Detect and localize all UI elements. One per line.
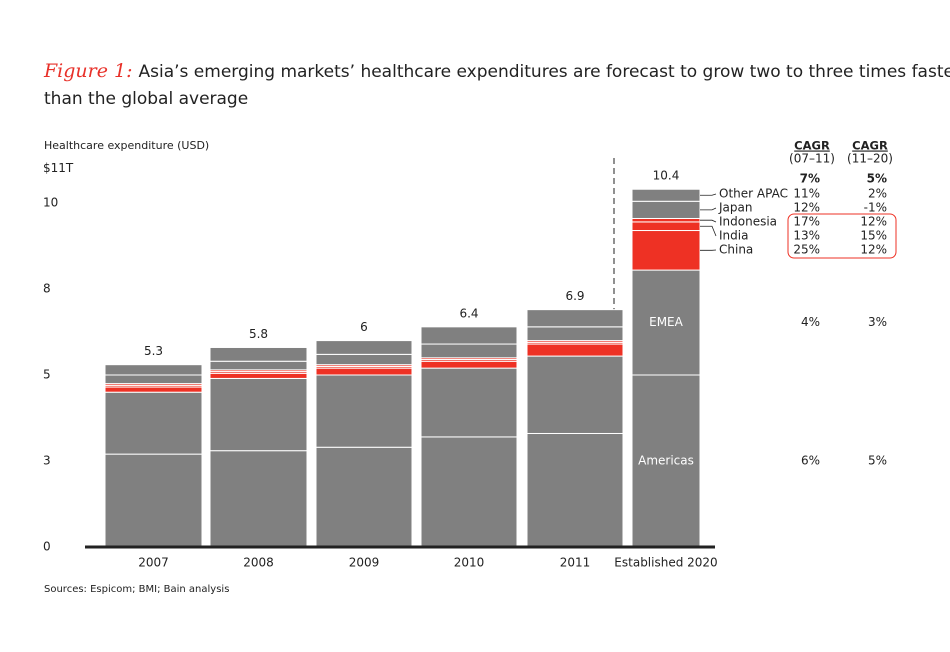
bar-segment <box>315 446 413 548</box>
legend-label: China <box>719 243 753 257</box>
bar-segment <box>104 391 203 455</box>
segment-label: EMEA <box>649 315 684 329</box>
cagr-value: -1% <box>864 201 887 215</box>
bar-segment <box>631 269 701 376</box>
cagr-value: 3% <box>868 315 887 329</box>
bar-segment <box>631 217 701 223</box>
total-label: 6 <box>360 320 368 334</box>
bar-segment <box>315 340 413 355</box>
cagr-value: 12% <box>793 201 820 215</box>
bar-segment <box>209 377 308 452</box>
bar-segment <box>209 346 308 362</box>
leader-line <box>700 225 717 237</box>
bar-segment <box>315 367 413 376</box>
bar-segment <box>104 374 203 385</box>
legend-label: Indonesia <box>719 215 777 229</box>
cagr-period: (07–11) <box>789 152 835 166</box>
cagr-period: (11–20) <box>847 152 893 166</box>
y-tick-label: 0 <box>43 540 51 554</box>
bar-segment <box>420 343 518 359</box>
bar-segment <box>526 343 624 357</box>
cagr-value: 17% <box>793 215 820 229</box>
cagr-value: 11% <box>793 187 820 201</box>
segment-label: Americas <box>638 454 694 468</box>
leader-line <box>700 193 717 196</box>
bar-segment <box>209 372 308 379</box>
cagr-value: 6% <box>801 454 820 468</box>
cagr-total: 7% <box>800 172 820 186</box>
total-label: 6.4 <box>459 306 478 320</box>
bar-segment <box>104 364 203 376</box>
bar-segment <box>526 309 624 328</box>
total-label: 10.4 <box>653 169 680 183</box>
title-line: Asia’s emerging markets’ healthcare expe… <box>139 62 950 82</box>
x-tick-label: Established 2020 <box>614 556 717 570</box>
cagr-value: 12% <box>860 243 887 257</box>
bar-segment <box>526 326 624 342</box>
legend-label: India <box>719 229 748 243</box>
x-tick-label: 2011 <box>560 556 591 570</box>
bar-segment <box>315 374 413 448</box>
cagr-value: 15% <box>860 229 887 243</box>
title-line: than the global average <box>44 89 248 109</box>
y-tick-label: 5 <box>43 368 51 382</box>
y-axis-label: Healthcare expenditure (USD) <box>44 139 209 152</box>
bar-segment <box>420 367 518 438</box>
highlight-box <box>787 213 897 259</box>
x-tick-label: 2007 <box>138 556 169 570</box>
y-tick-label: $11T <box>43 161 74 175</box>
bar-segment <box>631 230 701 271</box>
cagr-value: 25% <box>793 243 820 257</box>
x-tick-label: 2010 <box>454 556 485 570</box>
x-tick-label: 2009 <box>349 556 380 570</box>
total-label: 6.9 <box>565 289 584 303</box>
cagr-value: 12% <box>860 215 887 229</box>
bar-segment <box>420 360 518 369</box>
bar-segment <box>526 432 624 548</box>
cagr-header: CAGR <box>794 139 830 153</box>
cagr-value: 5% <box>868 454 887 468</box>
x-tick-label: 2008 <box>243 556 274 570</box>
bar-segment <box>420 326 518 345</box>
source: Sources: Espicom; BMI; Bain analysis <box>44 584 229 595</box>
total-label: 5.3 <box>144 344 163 358</box>
bar-segment <box>631 188 701 202</box>
cagr-value: 2% <box>868 187 887 201</box>
total-label: 5.8 <box>249 327 268 341</box>
legend-label: Other APAC <box>719 187 788 201</box>
bar-segment <box>104 453 203 548</box>
chart-title: Figure 1: Asia’s emerging markets’ health… <box>43 60 950 82</box>
bar-segment <box>315 353 413 366</box>
bar-segment <box>104 386 203 393</box>
cagr-value: 4% <box>801 315 820 329</box>
y-tick-label: 3 <box>43 454 51 468</box>
y-tick-label: 8 <box>43 282 51 296</box>
leader-line <box>700 207 717 211</box>
title-prefix: Figure 1: <box>43 60 133 82</box>
bar-segment <box>420 436 518 548</box>
bar-segment <box>209 450 308 548</box>
bar-segment <box>526 355 624 434</box>
bar-segment <box>631 221 701 232</box>
leader-line <box>700 219 717 223</box>
cagr-value: 13% <box>793 229 820 243</box>
cagr-header: CAGR <box>852 139 888 153</box>
bar-segment <box>631 200 701 219</box>
legend-label: Japan <box>718 201 752 215</box>
bar-segment <box>209 360 308 371</box>
y-tick-label: 10 <box>43 196 58 210</box>
cagr-total: 5% <box>867 172 887 186</box>
